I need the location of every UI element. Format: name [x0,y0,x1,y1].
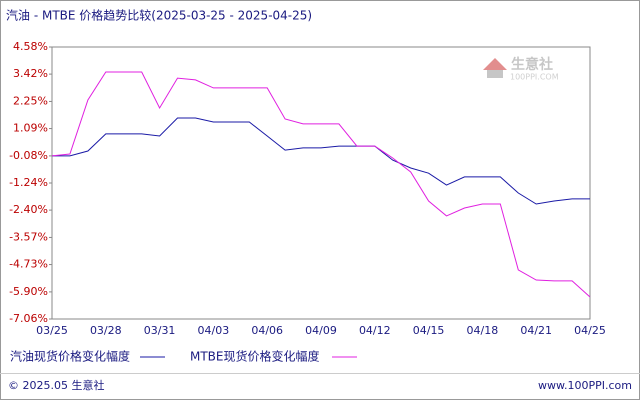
y-tick-label: -3.57% [9,230,48,243]
y-tick-label: -5.90% [9,285,48,298]
y-tick-label: -7.06% [9,312,48,325]
x-tick-label: 04/06 [251,324,283,337]
series-line [51,71,591,298]
y-tick-label: -1.24% [9,176,48,189]
y-tick-label: -0.08% [9,149,48,162]
x-tick-label: 04/15 [413,324,445,337]
watermark: 生意社 100PPI.COM [483,56,559,82]
y-tick-label: -4.73% [9,258,48,271]
legend-label: MTBE现货价格变化幅度 [190,349,320,364]
footer-right: www.100PPI.com [538,379,632,392]
y-tick-label: 3.42% [13,67,48,80]
y-tick-label: 2.25% [13,94,48,107]
x-tick-label: 03/31 [144,324,176,337]
watermark-text: 生意社 [511,56,553,73]
chart-title: 汽油 - MTBE 价格趋势比较(2025-03-25 - 2025-04-25… [6,8,312,23]
series-line [52,117,590,205]
plot-area [51,46,591,320]
x-tick-label: 03/28 [90,324,122,337]
x-tick-label: 04/21 [520,324,552,337]
watermark-text: 100PPI.COM [510,73,559,82]
x-tick-label: 04/12 [359,324,391,337]
y-tick-label: -2.40% [9,203,48,216]
footer-left: © 2025.05 生意社 [8,378,104,392]
watermark-icon [487,70,503,78]
x-tick-label: 04/18 [467,324,499,337]
watermark-icon [483,58,507,70]
y-tick-label: 4.58% [13,40,48,53]
x-tick-label: 03/25 [36,324,68,337]
x-tick-label: 04/09 [305,324,337,337]
y-tick-label: 1.09% [13,122,48,135]
x-tick-label: 04/03 [198,324,230,337]
legend-label: 汽油现货价格变化幅度 [10,349,130,364]
x-tick-label: 04/25 [574,324,606,337]
